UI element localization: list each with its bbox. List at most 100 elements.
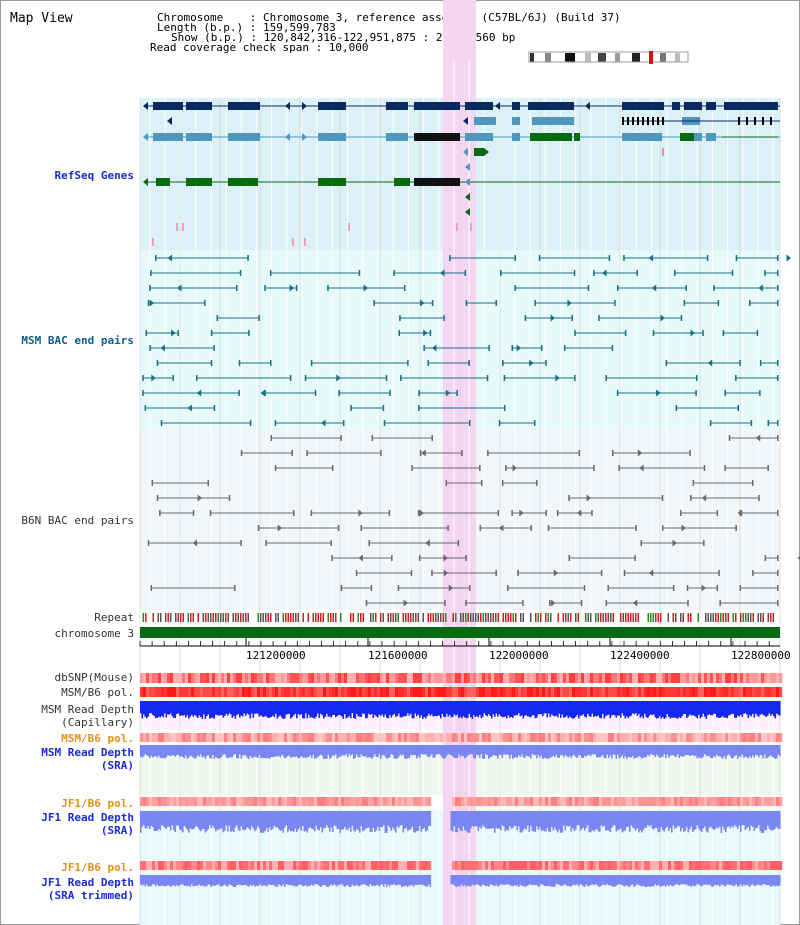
jf1-depth-sra-bar: [467, 811, 469, 833]
jf1-depth-sra-bar: [206, 811, 208, 832]
msm-bac-end-mark: [310, 360, 313, 366]
msm-depth-cap-bar: [732, 701, 735, 714]
msm-b6-pol-2-cell: [551, 733, 555, 742]
jf1-depth-trim-bar: [146, 875, 148, 885]
repeat-mark: [265, 613, 267, 622]
dbsnp-cell: [374, 673, 378, 683]
msm-depth-cap-bar: [674, 701, 676, 718]
msm-depth-sra-bar: [596, 745, 598, 758]
jf1-depth-sra-bar: [225, 811, 228, 826]
jf1-depth-sra-bar: [230, 811, 232, 832]
refseq-arrow: [465, 178, 470, 186]
jf1-depth-trim-bar: [240, 875, 243, 886]
selected-region-highlight[interactable]: [443, 0, 476, 925]
dbsnp-cell: [344, 673, 348, 683]
repeat-mark: [632, 613, 634, 622]
msm-depth-sra-bar: [317, 745, 319, 757]
msm-depth-cap-bar: [431, 701, 433, 715]
b6n-bac-arrow: [797, 555, 800, 561]
dbsnp-cell: [551, 673, 555, 683]
repeat-mark: [352, 613, 354, 622]
msm-b6-pol-2-cell: [143, 733, 147, 742]
jf1-depth-trim-bar: [390, 875, 393, 885]
jf1-b6-pol-2-cell: [461, 861, 465, 870]
dbsnp-cell: [338, 673, 342, 683]
jf1-b6-pol-2-cell: [551, 861, 555, 870]
msm-depth-sra-bar: [729, 745, 732, 757]
jf1-b6-pol-2-cell: [299, 861, 303, 870]
jf1-depth-sra-bar: [702, 811, 705, 829]
track-label-msm-bac[interactable]: MSM BAC end pairs: [21, 334, 134, 347]
repeat-mark: [190, 613, 192, 622]
msm-depth-cap-bar: [498, 701, 501, 715]
repeat-mark: [550, 613, 552, 622]
jf1-depth-sra-bar: [339, 811, 342, 833]
jf1-depth-trim-bar: [275, 875, 277, 887]
jf1-b6-pol-2-cell: [311, 861, 315, 870]
msm-depth-sra-bar: [305, 745, 307, 759]
jf1-depth-sra-bar: [492, 811, 495, 829]
msm-b6-pol-2-cell: [395, 733, 399, 742]
b6n-bac-end-mark: [672, 585, 675, 591]
jf1-depth-trim-bar: [690, 875, 693, 887]
jf1-b6-pol-cell: [365, 797, 369, 806]
repeat-mark: [630, 613, 632, 622]
msm-bac-end-mark: [616, 390, 619, 396]
chromosome-bar[interactable]: [140, 627, 780, 638]
b6n-bac-end-mark: [661, 525, 664, 531]
msm-depth-sra-bar: [456, 745, 459, 758]
msm-depth-sra-bar: [662, 745, 664, 758]
repeat-mark: [747, 613, 749, 622]
jf1-depth-trim-bar: [480, 875, 483, 887]
msm-depth-cap-bar: [776, 701, 778, 714]
jf1-depth-sra-bar: [144, 811, 147, 829]
msm-b6-pol-2-cell: [467, 733, 471, 742]
msm-b6-pol-2-cell: [593, 733, 597, 742]
dbsnp-cell: [341, 673, 345, 683]
jf1-depth-sra-bar: [518, 811, 520, 827]
dbsnp-cell: [332, 673, 336, 683]
jf1-depth-trim-bar: [729, 875, 732, 885]
b6n-bac-end-mark: [365, 600, 368, 606]
jf1-depth-sra-bar: [342, 811, 345, 830]
jf1-b6-pol-cell: [356, 797, 360, 806]
msm-depth-sra-bar: [294, 745, 297, 758]
dbsnp-cell: [293, 673, 297, 683]
jf1-b6-pol-2-cell: [335, 861, 339, 870]
jf1-b6-pol-2-cell: [230, 861, 234, 870]
dbsnp-cell: [743, 673, 747, 683]
msm-depth-cap-bar: [461, 701, 463, 719]
repeat-mark: [565, 613, 567, 622]
msm-depth-sra-bar: [257, 745, 259, 759]
jf1-depth-sra-bar: [678, 811, 681, 827]
jf1-depth-trim-bar: [753, 875, 756, 887]
jf1-depth-trim-bar: [393, 875, 396, 885]
msm-depth-cap-bar: [669, 701, 672, 719]
msm-bac-end-mark: [616, 285, 619, 291]
msm-depth-sra-bar: [567, 745, 570, 758]
msm-depth-cap-bar: [215, 701, 217, 715]
msm-depth-cap-bar: [672, 701, 675, 718]
track-label-refseq[interactable]: RefSeq Genes: [54, 169, 134, 182]
msm-depth-cap-bar: [389, 701, 391, 716]
repeat-mark: [760, 613, 762, 622]
jf1-depth-trim-bar: [155, 875, 157, 887]
jf1-depth-trim-bar: [530, 875, 532, 885]
msm-b6-pol-cell: [224, 687, 228, 697]
jf1-b6-pol-2-cell: [566, 861, 570, 870]
msm-depth-sra-bar: [594, 745, 597, 755]
jf1-depth-sra-bar: [654, 811, 657, 828]
dbsnp-cell: [746, 673, 750, 683]
jf1-depth-sra-bar: [378, 811, 381, 832]
repeat-mark: [605, 613, 607, 622]
jf1-depth-trim-bar: [666, 875, 669, 885]
jf1-depth-trim-bar: [587, 875, 589, 887]
track-label-b6n-bac[interactable]: B6N BAC end pairs: [21, 514, 134, 527]
repeat-mark: [145, 613, 147, 622]
jf1-depth-trim-bar: [732, 875, 735, 887]
msm-b6-pol-cell: [395, 687, 399, 697]
msm-b6-pol-cell: [713, 687, 717, 697]
msm-b6-pol-2-cell: [563, 733, 567, 742]
jf1-depth-trim-bar: [672, 875, 675, 887]
msm-b6-pol-cell: [533, 687, 537, 697]
